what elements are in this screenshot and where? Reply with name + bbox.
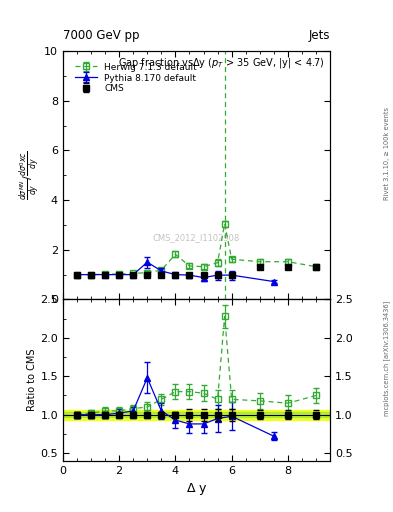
Text: 7000 GeV pp: 7000 GeV pp	[63, 29, 140, 42]
X-axis label: $\Delta$ y: $\Delta$ y	[186, 481, 207, 497]
Y-axis label: Ratio to CMS: Ratio to CMS	[28, 349, 37, 411]
Text: Jets: Jets	[309, 29, 330, 42]
Legend: Herwig 7.1.3 default, Pythia 8.170 default, CMS: Herwig 7.1.3 default, Pythia 8.170 defau…	[73, 61, 199, 95]
Text: Rivet 3.1.10, ≥ 100k events: Rivet 3.1.10, ≥ 100k events	[384, 107, 390, 200]
Text: mcplots.cern.ch [arXiv:1306.3436]: mcplots.cern.ch [arXiv:1306.3436]	[384, 301, 391, 416]
Y-axis label: $\frac{d\sigma^{MN}}{dy}$/$\frac{d\sigma^{0}xc}{dy}$: $\frac{d\sigma^{MN}}{dy}$/$\frac{d\sigma…	[18, 151, 41, 200]
Text: CMS_2012_I1102908: CMS_2012_I1102908	[153, 233, 240, 242]
Text: Gap fraction vs$\Delta$y ($p_{T}$ > 35 GeV, |y| < 4.7): Gap fraction vs$\Delta$y ($p_{T}$ > 35 G…	[118, 56, 325, 70]
